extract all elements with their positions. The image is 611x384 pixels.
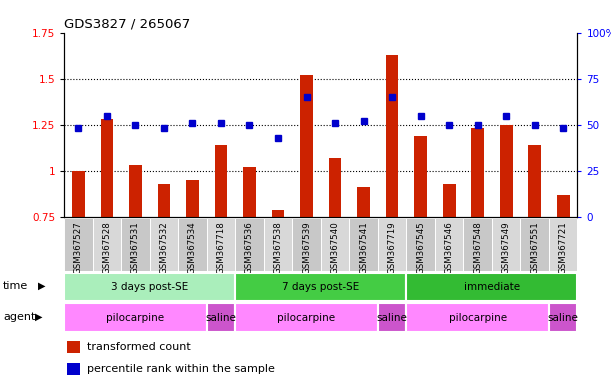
Text: 7 days post-SE: 7 days post-SE <box>282 282 359 292</box>
Text: GSM367527: GSM367527 <box>74 222 83 274</box>
Bar <box>292 219 321 271</box>
Bar <box>150 219 178 271</box>
Text: ▶: ▶ <box>35 312 43 322</box>
Bar <box>463 219 492 271</box>
Bar <box>329 158 342 217</box>
Bar <box>414 136 427 217</box>
Text: 3 days post-SE: 3 days post-SE <box>111 282 188 292</box>
Bar <box>186 180 199 217</box>
Text: saline: saline <box>205 313 236 323</box>
Bar <box>321 219 349 271</box>
Text: GSM367532: GSM367532 <box>159 222 169 274</box>
Bar <box>357 187 370 217</box>
Bar <box>549 219 577 271</box>
Bar <box>207 303 235 332</box>
Text: GSM367718: GSM367718 <box>216 222 225 274</box>
Text: GDS3827 / 265067: GDS3827 / 265067 <box>64 17 191 30</box>
Bar <box>386 55 398 217</box>
Bar <box>178 219 207 271</box>
Bar <box>64 273 235 301</box>
Text: GSM367534: GSM367534 <box>188 222 197 274</box>
Bar <box>214 145 227 217</box>
Text: pilocarpine: pilocarpine <box>106 313 164 323</box>
Bar <box>235 303 378 332</box>
Text: time: time <box>3 281 28 291</box>
Text: GSM367540: GSM367540 <box>331 222 340 274</box>
Text: GSM367549: GSM367549 <box>502 222 511 274</box>
Text: ▶: ▶ <box>38 281 45 291</box>
Bar <box>557 195 569 217</box>
Text: agent: agent <box>3 312 35 322</box>
Bar <box>129 166 142 217</box>
Text: GSM367539: GSM367539 <box>302 222 311 274</box>
Bar <box>121 219 150 271</box>
Bar <box>93 219 121 271</box>
Bar <box>492 219 521 271</box>
Text: GSM367545: GSM367545 <box>416 222 425 274</box>
Text: transformed count: transformed count <box>87 342 191 352</box>
Text: GSM367719: GSM367719 <box>387 222 397 274</box>
Bar <box>500 125 513 217</box>
Text: GSM367548: GSM367548 <box>473 222 482 274</box>
Text: percentile rank within the sample: percentile rank within the sample <box>87 364 275 374</box>
Bar <box>67 341 79 353</box>
Bar <box>406 273 577 301</box>
Text: GSM367531: GSM367531 <box>131 222 140 274</box>
Text: pilocarpine: pilocarpine <box>448 313 507 323</box>
Text: GSM367721: GSM367721 <box>558 222 568 274</box>
Bar <box>264 219 292 271</box>
Bar <box>471 129 484 217</box>
Bar <box>64 303 207 332</box>
Bar <box>271 210 285 217</box>
Bar <box>406 219 435 271</box>
Bar <box>100 119 114 217</box>
Text: pilocarpine: pilocarpine <box>277 313 335 323</box>
Bar <box>549 303 577 332</box>
Bar <box>435 219 463 271</box>
Bar <box>243 167 256 217</box>
Text: GSM367536: GSM367536 <box>245 222 254 274</box>
Text: GSM367538: GSM367538 <box>274 222 282 274</box>
Bar <box>349 219 378 271</box>
Bar <box>235 273 406 301</box>
Bar <box>72 171 85 217</box>
Bar <box>442 184 455 217</box>
Text: saline: saline <box>547 313 579 323</box>
Bar <box>64 219 93 271</box>
Text: immediate: immediate <box>464 282 520 292</box>
Bar <box>378 303 406 332</box>
Bar <box>207 219 235 271</box>
Text: saline: saline <box>376 313 408 323</box>
Bar <box>67 363 79 375</box>
Bar <box>528 145 541 217</box>
Bar <box>378 219 406 271</box>
Text: GSM367541: GSM367541 <box>359 222 368 274</box>
Text: GSM367528: GSM367528 <box>103 222 111 274</box>
Bar <box>235 219 264 271</box>
Bar <box>521 219 549 271</box>
Text: GSM367546: GSM367546 <box>445 222 453 274</box>
Bar <box>406 303 549 332</box>
Bar <box>158 184 170 217</box>
Text: GSM367551: GSM367551 <box>530 222 539 274</box>
Bar <box>300 75 313 217</box>
